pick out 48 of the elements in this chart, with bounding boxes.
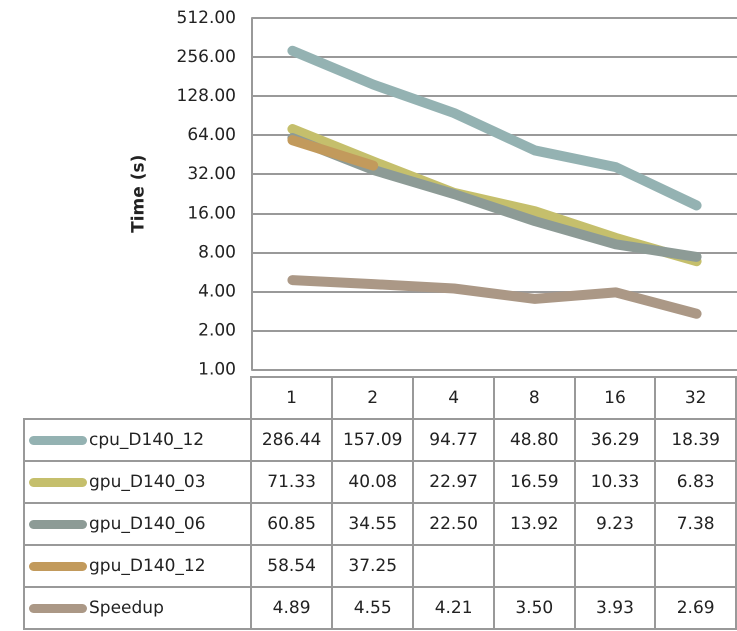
data-label: 6.83 <box>655 461 736 503</box>
data-label: 4.21 <box>413 587 494 629</box>
x-tick-label: 4 <box>413 377 494 419</box>
data-label: 36.29 <box>574 419 656 461</box>
data-label: 37.25 <box>332 545 414 587</box>
x-tick-label: 1 <box>251 377 332 419</box>
data-label: 94.77 <box>413 419 494 461</box>
data-label: 7.38 <box>655 503 736 545</box>
x-tick-label: 32 <box>655 377 736 419</box>
legend-label: gpu_D140_03 <box>24 461 252 503</box>
data-label: 16.59 <box>494 461 575 503</box>
y-tick-label: 256.00 <box>176 47 236 68</box>
y-tick-label: 16.00 <box>187 203 236 224</box>
data-label: 18.39 <box>655 419 736 461</box>
data-label: 71.33 <box>251 461 332 503</box>
data-label: 286.44 <box>251 419 332 461</box>
x-tick-label: 16 <box>574 377 656 419</box>
y-axis-title: Time (s) <box>128 154 148 233</box>
y-tick-label: 1.00 <box>198 360 236 380</box>
legend-label: gpu_D140_12 <box>24 545 252 587</box>
y-tick-label: 512.00 <box>176 8 236 28</box>
legend-label: Speedup <box>24 587 252 629</box>
y-tick-label: 128.00 <box>176 86 236 106</box>
data-label: 13.92 <box>494 503 575 545</box>
y-tick-label: 8.00 <box>198 242 236 262</box>
data-label: 48.80 <box>494 419 575 461</box>
y-tick-label: 32.00 <box>187 164 236 184</box>
data-label: 3.93 <box>574 587 656 629</box>
y-tick-label: 2.00 <box>198 320 236 340</box>
y-tick-label: 4.00 <box>198 281 236 302</box>
data-label: 4.89 <box>251 587 332 629</box>
data-label: 2.69 <box>655 587 736 629</box>
x-tick-label: 2 <box>332 377 414 419</box>
data-label: 3.50 <box>494 587 575 629</box>
data-label: 10.33 <box>574 461 656 503</box>
data-label: 22.97 <box>413 461 494 503</box>
legend-label: cpu_D140_12 <box>24 419 252 461</box>
data-label: 40.08 <box>332 461 414 503</box>
legend-label: gpu_D140_06 <box>24 503 252 545</box>
x-tick-label: 8 <box>494 377 575 419</box>
data-label: 157.09 <box>332 419 414 461</box>
data-label: 9.23 <box>574 503 656 545</box>
data-label: 34.55 <box>332 503 414 545</box>
y-tick-label: 64.00 <box>187 125 236 146</box>
data-label: 60.85 <box>251 503 332 545</box>
data-label: 58.54 <box>251 545 332 587</box>
data-label: 4.55 <box>332 587 414 629</box>
data-label: 22.50 <box>413 503 494 545</box>
